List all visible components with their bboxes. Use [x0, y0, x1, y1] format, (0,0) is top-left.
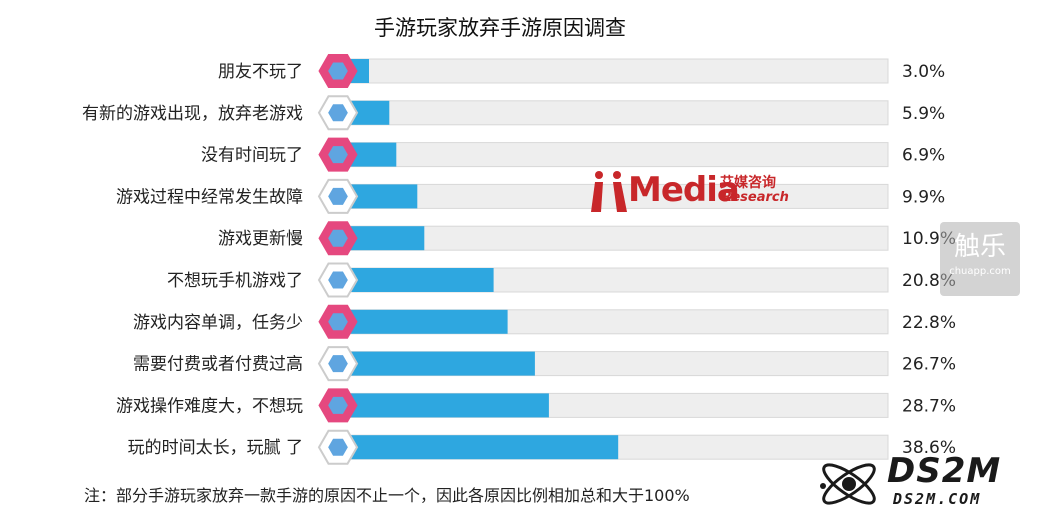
bar: [348, 435, 619, 460]
bar: [348, 226, 425, 251]
bar-hexagon-core: [325, 102, 351, 124]
ds2m-wordmark: DS2M: [887, 451, 1002, 491]
bar-hexagon-core: [325, 394, 351, 416]
iimedia-watermark: Media 艾媒咨询 Research: [590, 168, 790, 216]
bar-track: [339, 100, 889, 126]
bar-hexagon-core: [325, 60, 351, 82]
bar-hexagon-core: [325, 185, 351, 207]
value-label: 5.9%: [902, 104, 945, 124]
value-label: 9.9%: [902, 187, 945, 207]
bar-hexagon-core: [325, 436, 351, 458]
bar-hexagon-core: [325, 144, 351, 166]
value-label: 22.8%: [902, 313, 956, 333]
chart-title: 手游玩家放弃手游原因调查: [374, 16, 626, 40]
value-label: 26.7%: [902, 355, 956, 375]
bar-track: [339, 142, 889, 168]
category-label: 玩的时间太长，玩腻 了: [128, 438, 303, 458]
category-label: 朋友不玩了: [218, 62, 303, 82]
value-label: 3.0%: [902, 62, 945, 82]
iimedia-cn-label: 艾媒咨询: [720, 175, 776, 191]
category-label: 游戏内容单调，任务少: [133, 313, 303, 333]
category-label: 游戏更新慢: [218, 228, 303, 249]
chart-footnote: 注：部分手游玩家放弃一款手游的原因不止一个，因此各原因比例相加总和大于100%: [84, 486, 690, 505]
chuapp-url-label: chuapp.com: [949, 266, 1011, 277]
category-label: 不想玩手机游戏了: [167, 271, 303, 291]
iimedia-wordmark: Media: [628, 170, 740, 210]
iimedia-logo-icon: [591, 171, 627, 212]
bar-hexagon-core: [325, 269, 351, 291]
chuapp-watermark: 触乐 chuapp.com: [940, 222, 1020, 296]
bar: [348, 184, 418, 209]
chuapp-cn-label: 触乐: [953, 232, 1006, 262]
category-label: 需要付费或者付费过高: [133, 355, 303, 375]
category-label: 没有时间玩了: [201, 146, 303, 166]
ds2m-url: DS2M.COM: [893, 490, 982, 508]
value-label: 28.7%: [902, 396, 956, 416]
bar-hexagon-core: [325, 311, 351, 333]
ds2m-atom-icon: [820, 463, 876, 505]
value-label: 38.6%: [902, 438, 956, 458]
value-label: 6.9%: [902, 146, 945, 166]
iimedia-en-label: Research: [722, 190, 789, 205]
category-label: 游戏操作难度大，不想玩: [116, 396, 303, 416]
bar-track: [339, 58, 889, 84]
bar-hexagon-core: [325, 227, 351, 249]
category-label: 有新的游戏出现，放弃老游戏: [82, 104, 303, 124]
bar: [348, 393, 549, 418]
bar: [348, 351, 535, 376]
bar: [348, 268, 494, 292]
ds2m-watermark: DS2M DS2M.COM: [815, 448, 1040, 518]
bar: [348, 309, 508, 334]
category-label: 游戏过程中经常发生故障: [116, 187, 303, 207]
bar-hexagon-core: [325, 353, 351, 375]
